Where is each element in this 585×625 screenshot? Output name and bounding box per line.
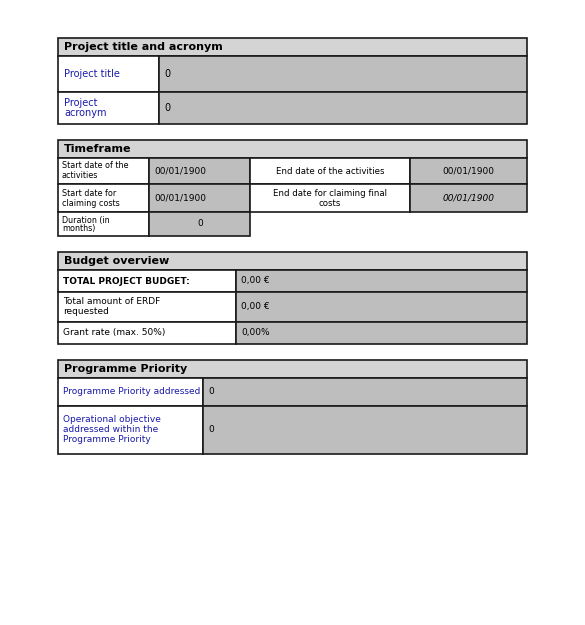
Text: 0: 0 [208, 426, 214, 434]
Bar [149, 212, 250, 236]
Text: 0,00 €: 0,00 € [241, 302, 270, 311]
Bar [204, 406, 527, 454]
Bar [159, 92, 527, 124]
Text: Operational objective: Operational objective [63, 416, 161, 424]
Bar [236, 292, 527, 322]
Text: Budget overview: Budget overview [64, 256, 169, 266]
Text: End date for claiming final: End date for claiming final [273, 189, 387, 198]
Bar [236, 322, 527, 344]
Text: requested: requested [63, 308, 109, 316]
Bar [236, 270, 527, 292]
Bar [159, 56, 527, 92]
Bar [58, 38, 527, 56]
Bar [58, 184, 149, 212]
Text: Timeframe: Timeframe [64, 144, 132, 154]
Bar [58, 406, 204, 454]
Text: 00/01/1900: 00/01/1900 [442, 166, 494, 176]
Bar [58, 378, 204, 406]
Text: 00/01/1900: 00/01/1900 [154, 166, 207, 176]
Text: costs: costs [319, 199, 341, 208]
Text: 0: 0 [208, 388, 214, 396]
Bar [250, 184, 410, 212]
Text: Start date of the: Start date of the [62, 161, 129, 171]
Bar [58, 322, 236, 344]
Bar [58, 360, 527, 378]
Bar [149, 158, 250, 184]
Text: 0,00 €: 0,00 € [241, 276, 270, 286]
Text: Project title and acronym: Project title and acronym [64, 42, 223, 52]
Text: claiming costs: claiming costs [62, 199, 120, 208]
Text: Programme Priority addressed: Programme Priority addressed [63, 388, 201, 396]
Text: addressed within the: addressed within the [63, 426, 159, 434]
Text: Duration (in: Duration (in [62, 216, 109, 224]
Text: 0: 0 [197, 219, 203, 229]
Bar [58, 158, 149, 184]
Text: Start date for: Start date for [62, 189, 116, 198]
Bar [410, 158, 527, 184]
Bar [250, 158, 410, 184]
Bar [58, 212, 149, 236]
Text: 00/01/1900: 00/01/1900 [154, 194, 207, 202]
Text: Total amount of ERDF: Total amount of ERDF [63, 298, 160, 306]
Bar [58, 252, 527, 270]
Text: 0: 0 [165, 69, 171, 79]
Text: 0,00%: 0,00% [241, 329, 270, 338]
Text: Programme Priority: Programme Priority [63, 436, 151, 444]
Text: Project title: Project title [64, 69, 120, 79]
Bar [58, 292, 236, 322]
Text: 0: 0 [165, 103, 171, 113]
Text: End date of the activities: End date of the activities [276, 166, 384, 176]
Text: activities: activities [62, 171, 98, 181]
Bar [149, 184, 250, 212]
Text: Programme Priority: Programme Priority [64, 364, 187, 374]
Bar [58, 270, 236, 292]
Text: TOTAL PROJECT BUDGET:: TOTAL PROJECT BUDGET: [63, 276, 190, 286]
Text: Grant rate (max. 50%): Grant rate (max. 50%) [63, 329, 166, 338]
Bar [58, 56, 159, 92]
Text: Project: Project [64, 98, 98, 108]
Bar [58, 92, 159, 124]
Bar [410, 184, 527, 212]
Text: 00/01/1900: 00/01/1900 [442, 194, 494, 202]
Bar [58, 140, 527, 158]
Text: months): months) [62, 224, 95, 232]
Text: acronym: acronym [64, 108, 106, 118]
Bar [204, 378, 527, 406]
